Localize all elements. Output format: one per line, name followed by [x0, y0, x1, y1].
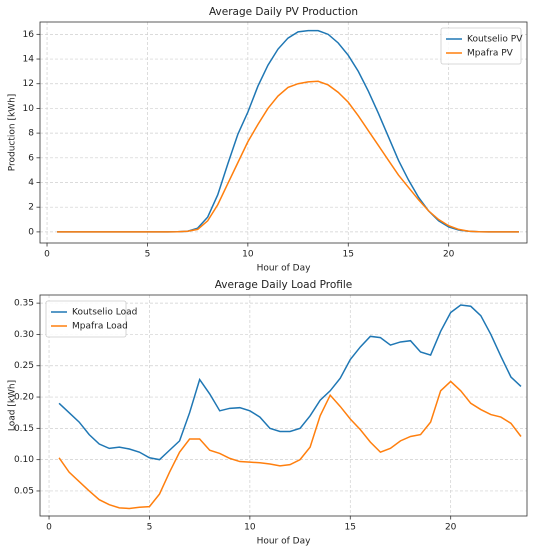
- plot-frame: [39, 294, 528, 517]
- x-tick-label: 15: [345, 523, 356, 533]
- y-tick-label: 2: [28, 203, 34, 213]
- y-tick-label: 0.10: [14, 455, 34, 465]
- legend-box: [45, 300, 127, 338]
- chart-title: Average Daily Load Profile: [215, 279, 353, 291]
- y-axis-label: Load [kWh]: [8, 380, 18, 431]
- y-tick-label: 10: [23, 104, 35, 114]
- x-axis-label: Hour of Day: [257, 264, 312, 274]
- x-tick-label: 10: [244, 523, 256, 533]
- legend-label: Koutselio PV: [467, 35, 523, 45]
- x-tick-label: 15: [343, 250, 354, 260]
- legend-label: Mpafra Load: [72, 322, 128, 332]
- series-line: [58, 380, 522, 510]
- legend-label: Koutselio Load: [72, 308, 137, 318]
- y-tick-label: 12: [23, 79, 34, 89]
- y-tick-label: 14: [23, 55, 35, 65]
- series-line: [57, 80, 519, 233]
- x-axis-label: Hour of Day: [257, 537, 312, 546]
- y-tick-label: 0.35: [14, 299, 34, 309]
- y-tick-label: 8: [28, 129, 34, 139]
- chart-title: Average Daily PV Production: [209, 6, 358, 18]
- y-tick-label: 0.05: [14, 486, 34, 496]
- x-tick-label: 20: [443, 250, 455, 260]
- x-tick-label: 5: [147, 523, 153, 533]
- x-tick-label: 5: [145, 250, 151, 260]
- legend-box: [440, 27, 522, 65]
- y-axis-label: Production [kWh]: [8, 94, 18, 172]
- y-tick-label: 0.25: [14, 361, 34, 371]
- series-line: [58, 304, 522, 461]
- x-tick-label: 20: [445, 523, 457, 533]
- y-tick-label: 16: [23, 30, 35, 40]
- legend-label: Mpafra PV: [467, 49, 514, 59]
- plot-frame: [39, 21, 528, 244]
- y-tick-label: 6: [28, 153, 34, 163]
- y-tick-label: 0.15: [14, 424, 34, 434]
- x-tick-label: 10: [242, 250, 254, 260]
- y-tick-label: 0: [28, 227, 34, 237]
- y-tick-label: 0.30: [14, 330, 34, 340]
- y-tick-label: 0.20: [14, 393, 34, 403]
- x-tick-label: 0: [46, 523, 52, 533]
- x-tick-label: 0: [44, 250, 50, 260]
- y-tick-label: 4: [28, 178, 34, 188]
